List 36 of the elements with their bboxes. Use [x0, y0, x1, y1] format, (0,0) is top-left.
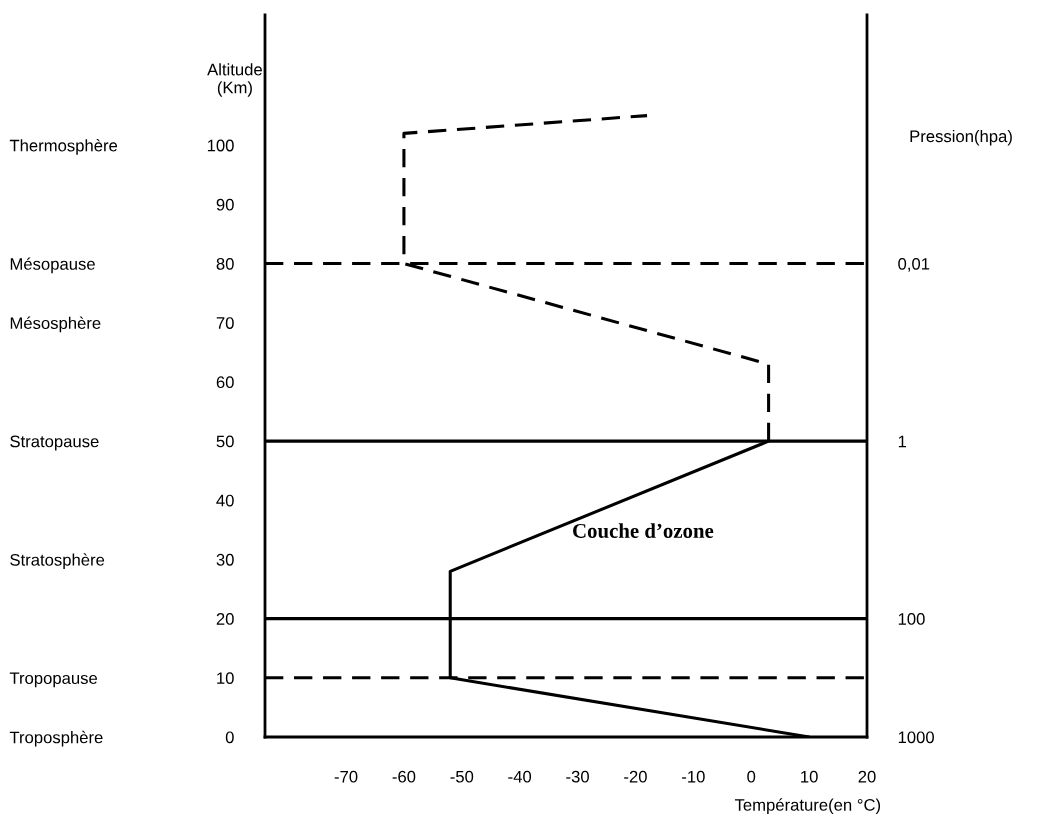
annotation: Couche d’ozone [573, 523, 714, 538]
category-label: 0,01 [898, 257, 930, 272]
category-label: 1 [898, 435, 907, 448]
y-tick-label: 90 [216, 198, 234, 211]
category-label: Thermosphère [9, 139, 118, 155]
x-tick-label: -20 [624, 770, 647, 783]
x-tick-label: -70 [334, 770, 358, 783]
x-tick-label: 20 [858, 770, 876, 783]
category-label: Mésosphère [10, 316, 101, 333]
y-axis-title: Altitude (Km) [207, 63, 262, 97]
y-tick-label: 80 [216, 257, 234, 270]
category-label: 100 [898, 613, 925, 625]
y-tick-label: 10 [217, 672, 234, 685]
y-tick-label: 40 [216, 494, 234, 507]
x-tick-label: -40 [508, 770, 532, 783]
x-tick-label: -60 [392, 770, 416, 783]
y-tick-label: 70 [216, 317, 234, 329]
y-tick-label: 0 [225, 731, 234, 744]
y-tick-label: 60 [216, 376, 234, 389]
category-label: Mésopause [10, 257, 95, 274]
y-tick-label: 30 [216, 553, 234, 566]
category-label: Tropopause [9, 672, 98, 688]
category-label: Stratosphère [10, 553, 105, 570]
y-tick-label: 20 [216, 613, 234, 625]
x-tick-label: 0 [747, 770, 756, 783]
category-label: Troposphère [9, 730, 103, 747]
x-axis-title: Température(en °C) [734, 798, 881, 815]
x-tick-label: -10 [682, 770, 705, 783]
x-tick-label: -50 [450, 770, 474, 783]
y2-axis-title: Pression(hpa) [910, 129, 1012, 146]
x-tick-label: 10 [801, 770, 818, 783]
y-tick-label: 100 [207, 139, 234, 152]
category-label: 1000 [898, 731, 934, 744]
x-tick-label: -30 [566, 770, 589, 783]
category-label: Stratopause [10, 435, 99, 451]
y-tick-label: 50 [216, 435, 234, 448]
